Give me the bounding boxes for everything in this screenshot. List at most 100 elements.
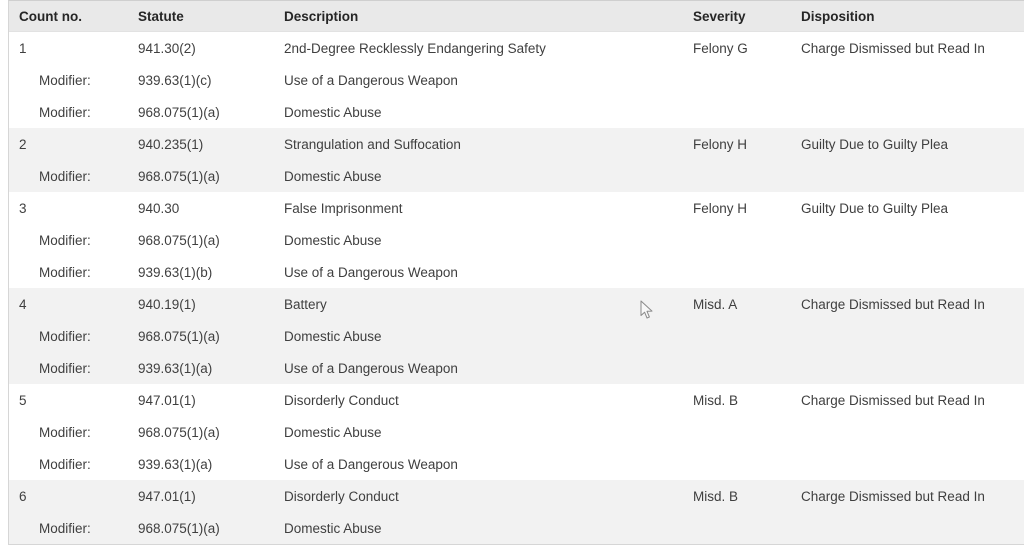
disposition-cell xyxy=(801,64,1024,96)
modifier-label-cell: Modifier: xyxy=(39,232,91,248)
description-cell: Domestic Abuse xyxy=(284,512,693,544)
column-header-statute: Statute xyxy=(138,1,284,32)
modifier-label-cell: Modifier: xyxy=(9,320,138,352)
modifier-label-cell: Modifier: xyxy=(39,72,91,88)
column-header-count-no: Count no. xyxy=(9,1,138,32)
statute-cell: 968.075(1)(a) xyxy=(138,424,220,440)
modifier-row: Modifier: 939.63(1)(a) Use of a Dangerous … xyxy=(9,448,1024,480)
modifier-row: Modifier: 968.075(1)(a) Domestic Abuse xyxy=(9,320,1024,352)
disposition-cell: Charge Dismissed but Read In xyxy=(801,392,985,408)
description-cell: Disorderly Conduct xyxy=(284,392,399,408)
disposition-cell: Charge Dismissed but Read In xyxy=(801,288,1024,320)
modifier-row: Modifier: 939.63(1)(a) Use of a Dangerous … xyxy=(9,352,1024,384)
statute-cell: 941.30(2) xyxy=(138,40,196,56)
severity-cell: Felony H xyxy=(693,200,748,216)
severity-cell xyxy=(693,160,801,192)
statute-cell: 968.075(1)(a) xyxy=(138,320,284,352)
description-cell: Use of a Dangerous Weapon xyxy=(284,264,458,280)
header-row: Count no. Statute Description Severity Dispo… xyxy=(9,1,1024,32)
count-row: 5 947.01(1) Disorderly Conduct Misd. B Charg… xyxy=(9,384,1024,416)
severity-cell xyxy=(693,320,801,352)
count-row: 1 941.30(2) 2nd-Degree Recklessly Endanger… xyxy=(9,32,1024,65)
statute-cell: 947.01(1) xyxy=(138,480,284,512)
disposition-cell: Guilty Due to Guilty Plea xyxy=(801,200,949,216)
description-cell: 2nd-Degree Recklessly Endangering Safety xyxy=(284,40,546,56)
statute-cell: 939.63(1)(a) xyxy=(138,352,284,384)
disposition-cell xyxy=(801,512,1024,544)
description-cell: Domestic Abuse xyxy=(284,232,382,248)
disposition-cell xyxy=(801,320,1024,352)
charges-table: Count no. Statute Description Severity Dispo… xyxy=(9,1,1024,544)
disposition-cell xyxy=(801,256,1024,288)
disposition-cell xyxy=(801,96,1024,128)
severity-cell: Misd. B xyxy=(693,392,739,408)
statute-cell: 939.63(1)(c) xyxy=(138,72,212,88)
severity-cell xyxy=(693,64,801,96)
count-number-cell: 4 xyxy=(9,288,138,320)
modifier-row: Modifier: 968.075(1)(a) Domestic Abuse xyxy=(9,416,1024,448)
disposition-cell: Charge Dismissed but Read In xyxy=(801,40,985,56)
description-cell: Domestic Abuse xyxy=(284,320,693,352)
severity-cell xyxy=(693,96,801,128)
disposition-cell xyxy=(801,224,1024,256)
description-cell: False Imprisonment xyxy=(284,200,403,216)
count-number-cell: 1 xyxy=(19,40,27,56)
count-number-cell: 5 xyxy=(19,392,27,408)
charges-table-body: 1 941.30(2) 2nd-Degree Recklessly Endanger… xyxy=(9,32,1024,544)
description-cell: Use of a Dangerous Weapon xyxy=(284,72,458,88)
modifier-row: Modifier: 968.075(1)(a) Domestic Abuse xyxy=(9,96,1024,128)
modifier-label-cell: Modifier: xyxy=(39,104,91,120)
severity-cell xyxy=(693,448,801,480)
count-row: 6 947.01(1) Disorderly Conduct Misd. B Charg… xyxy=(9,480,1024,512)
disposition-cell xyxy=(801,160,1024,192)
disposition-cell xyxy=(801,352,1024,384)
disposition-cell: Guilty Due to Guilty Plea xyxy=(801,128,1024,160)
statute-cell: 968.075(1)(a) xyxy=(138,232,220,248)
statute-cell: 940.30 xyxy=(138,200,180,216)
severity-cell xyxy=(693,512,801,544)
severity-cell xyxy=(693,224,801,256)
description-cell: Domestic Abuse xyxy=(284,160,693,192)
charges-table-head: Count no. Statute Description Severity Dispo… xyxy=(9,1,1024,32)
description-cell: Domestic Abuse xyxy=(284,424,382,440)
modifier-row: Modifier: 968.075(1)(a) Domestic Abuse xyxy=(9,224,1024,256)
description-cell: Battery xyxy=(284,288,693,320)
severity-cell xyxy=(693,416,801,448)
statute-cell: 940.235(1) xyxy=(138,128,284,160)
modifier-label-cell: Modifier: xyxy=(9,160,138,192)
count-number-cell: 2 xyxy=(9,128,138,160)
description-cell: Use of a Dangerous Weapon xyxy=(284,352,693,384)
count-row: 2 940.235(1) Strangulation and Suffocation… xyxy=(9,128,1024,160)
count-row: 4 940.19(1) Battery Misd. A Charge Dismissed… xyxy=(9,288,1024,320)
statute-cell: 939.63(1)(a) xyxy=(138,456,213,472)
statute-cell: 968.075(1)(a) xyxy=(138,104,220,120)
modifier-row: Modifier: 939.63(1)(c) Use of a Dangerous … xyxy=(9,64,1024,96)
description-cell: Disorderly Conduct xyxy=(284,480,693,512)
count-number-cell: 3 xyxy=(19,200,27,216)
statute-cell: 940.19(1) xyxy=(138,288,284,320)
column-header-severity: Severity xyxy=(693,1,801,32)
column-header-disposition: Disposition xyxy=(801,1,1024,32)
modifier-row: Modifier: 968.075(1)(a) Domestic Abuse xyxy=(9,512,1024,544)
description-cell: Domestic Abuse xyxy=(284,104,382,120)
modifier-label-cell: Modifier: xyxy=(39,424,91,440)
severity-cell xyxy=(693,352,801,384)
severity-cell xyxy=(693,256,801,288)
modifier-row: Modifier: 968.075(1)(a) Domestic Abuse xyxy=(9,160,1024,192)
count-number-cell: 6 xyxy=(9,480,138,512)
statute-cell: 968.075(1)(a) xyxy=(138,160,284,192)
modifier-label-cell: Modifier: xyxy=(39,456,91,472)
modifier-row: Modifier: 939.63(1)(b) Use of a Dangerous … xyxy=(9,256,1024,288)
disposition-cell xyxy=(801,448,1024,480)
statute-cell: 968.075(1)(a) xyxy=(138,512,284,544)
severity-cell: Felony H xyxy=(693,128,801,160)
modifier-label-cell: Modifier: xyxy=(39,264,91,280)
charges-table-container: Count no. Statute Description Severity Dispo… xyxy=(8,0,1024,545)
description-cell: Use of a Dangerous Weapon xyxy=(284,456,458,472)
severity-cell: Misd. A xyxy=(693,288,801,320)
count-row: 3 940.30 False Imprisonment Felony H Guilty … xyxy=(9,192,1024,224)
severity-cell: Misd. B xyxy=(693,480,801,512)
statute-cell: 939.63(1)(b) xyxy=(138,264,213,280)
modifier-label-cell: Modifier: xyxy=(9,352,138,384)
severity-cell: Felony G xyxy=(693,40,748,56)
